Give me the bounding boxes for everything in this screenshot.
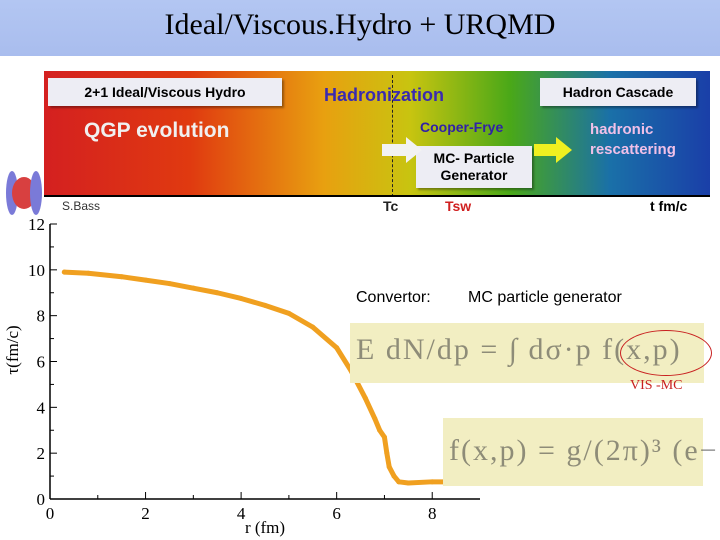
mc-line1: MC- Particle: [433, 150, 515, 166]
y-tick-label: 0: [37, 490, 46, 509]
collision-blob-icon: [6, 171, 42, 215]
data-point: [429, 479, 435, 485]
data-point: [190, 285, 196, 291]
vis-highlight-ellipse: [620, 330, 712, 376]
data-point: [362, 395, 368, 401]
data-point: [166, 281, 172, 287]
data-point: [405, 480, 411, 486]
data-point: [214, 290, 220, 296]
time-axis: [44, 195, 710, 197]
mc-particle-generator-box: MC- Particle Generator: [416, 146, 532, 188]
tsw-label: Tsw: [445, 198, 472, 214]
rescatter-line2: rescattering: [590, 141, 676, 158]
data-point: [334, 345, 340, 351]
x-tick-label: 4: [237, 504, 246, 523]
data-point: [61, 269, 67, 275]
time-unit-label: t fm/c: [650, 198, 688, 214]
y-tick-label: 10: [28, 261, 45, 280]
data-point: [396, 479, 402, 485]
data-point: [377, 427, 383, 433]
convertor-label: Convertor:: [356, 289, 431, 306]
cooper-frye-arrow-icon: [382, 137, 422, 163]
flow-arrows: [382, 137, 572, 163]
rescatter-line1: hadronic: [590, 121, 654, 138]
data-point: [85, 270, 91, 276]
mc-line2: Generator: [440, 167, 508, 183]
data-point: [119, 274, 125, 280]
distribution-formula: f(x,p) = g/(2π)³ (e−1): [443, 418, 720, 486]
slide-title: Ideal/Viscous.Hydro + URQMD: [164, 8, 556, 41]
data-point: [391, 473, 397, 479]
data-point: [143, 277, 149, 283]
vis-mc-label: VIS -MC: [630, 378, 683, 393]
qgp-evolution-label: QGP evolution: [84, 119, 230, 142]
ideal-viscous-hydro-box: 2+1 Ideal/Viscous Hydro: [48, 78, 282, 106]
formula2-glyphs: f(x,p) = g/(2π)³ (e−1): [449, 434, 720, 467]
hadronization-label: Hadronization: [324, 85, 444, 105]
y-tick-label: 6: [37, 353, 46, 372]
hadron-cascade-box: Hadron Cascade: [540, 78, 696, 106]
rescatter-arrow-icon: [534, 137, 572, 163]
mc-generator-label: MC particle generator: [468, 289, 622, 306]
data-point: [262, 302, 268, 308]
data-point: [384, 450, 390, 456]
data-point: [381, 434, 387, 440]
x-tick-label: 8: [428, 504, 437, 523]
x-tick-label: 6: [332, 504, 341, 523]
x-tick-label: 2: [141, 504, 150, 523]
data-point: [386, 464, 392, 470]
data-point: [286, 310, 292, 316]
data-point: [372, 416, 378, 422]
title-bar: Ideal/Viscous.Hydro + URQMD: [0, 0, 720, 56]
tc-label: Tc: [383, 198, 399, 214]
y-tick-label: 12: [28, 215, 45, 234]
tc-divider: [392, 75, 393, 197]
y-tick-label: 4: [37, 398, 46, 417]
y-tick-label: 2: [37, 444, 46, 463]
data-point: [238, 295, 244, 301]
hadronic-rescattering-label: hadronic rescattering: [590, 120, 676, 160]
cooper-frye-label: Cooper-Frye: [420, 119, 504, 135]
x-tick-label: 0: [46, 504, 55, 523]
model-banner: 2+1 Ideal/Viscous Hydro Hadronization Ha…: [44, 71, 710, 197]
credit-label: S.Bass: [62, 199, 101, 213]
y-axis-label: τ(fm/c): [3, 325, 22, 374]
x-axis-label: r (fm): [245, 518, 285, 537]
data-point: [310, 324, 316, 330]
y-tick-label: 8: [37, 307, 46, 326]
